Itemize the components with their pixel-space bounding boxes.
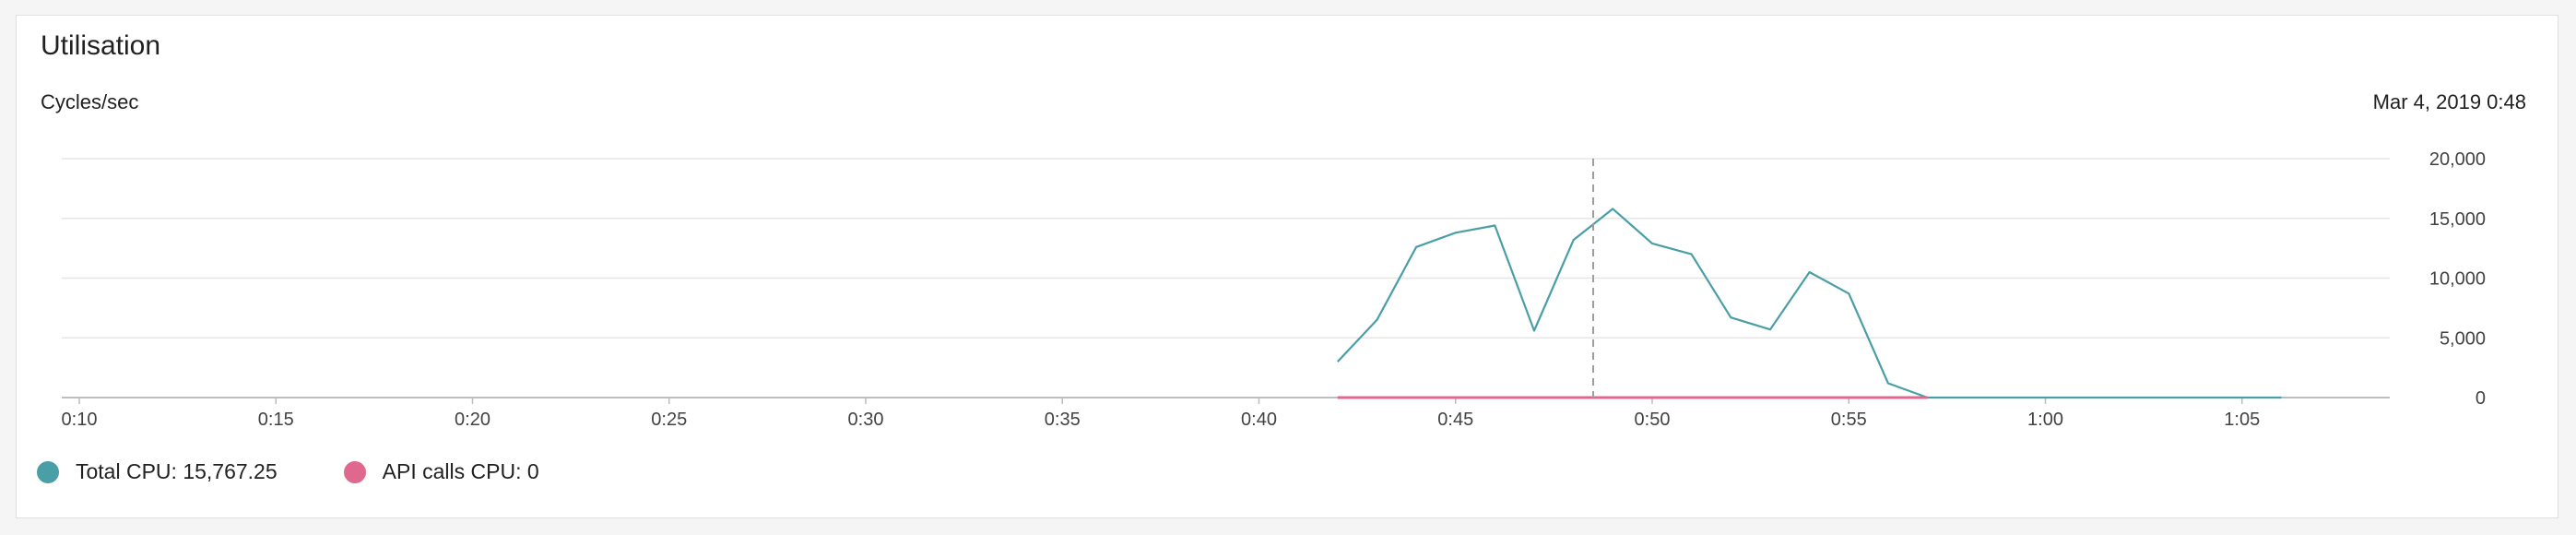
- chart-legend: Total CPU: 15,767.25 API calls CPU: 0: [37, 459, 606, 484]
- legend-item-total-cpu[interactable]: Total CPU: 15,767.25: [37, 459, 278, 484]
- x-tick-label: 0:35: [1045, 410, 1081, 430]
- x-tick-label: 0:30: [848, 410, 884, 430]
- y-tick-label: 0: [2476, 388, 2486, 409]
- x-tick-label: 0:55: [1831, 410, 1867, 430]
- x-tick-label: 0:15: [258, 410, 294, 430]
- utilisation-card: [16, 15, 2558, 518]
- x-tick-label: 1:05: [2224, 410, 2260, 430]
- x-tick-label: 0:40: [1241, 410, 1277, 430]
- x-tick-label: 0:10: [62, 410, 98, 430]
- legend-label-api-calls-cpu: API calls CPU: 0: [382, 459, 539, 483]
- hover-timestamp: Mar 4, 2019 0:48: [2372, 90, 2526, 113]
- y-tick-label: 15,000: [2429, 209, 2486, 230]
- x-tick-label: 0:50: [1635, 410, 1671, 430]
- y-tick-label: 10,000: [2429, 269, 2486, 290]
- chart-title: Utilisation: [41, 30, 161, 61]
- y-tick-label: 5,000: [2440, 328, 2486, 349]
- legend-item-api-calls-cpu[interactable]: API calls CPU: 0: [343, 459, 539, 484]
- y-axis-unit-label: Cycles/sec: [41, 90, 139, 113]
- x-tick-label: 0:20: [455, 410, 490, 430]
- legend-label-total-cpu: Total CPU: 15,767.25: [76, 459, 278, 483]
- x-tick-label: 0:25: [651, 410, 687, 430]
- series-line-total-cpu: [1336, 208, 2282, 399]
- x-tick-label: 0:45: [1437, 410, 1473, 430]
- y-tick-label: 20,000: [2429, 149, 2486, 170]
- x-tick-label: 1:00: [2027, 410, 2063, 430]
- legend-dot-icon: [343, 460, 366, 483]
- legend-dot-icon: [37, 460, 59, 483]
